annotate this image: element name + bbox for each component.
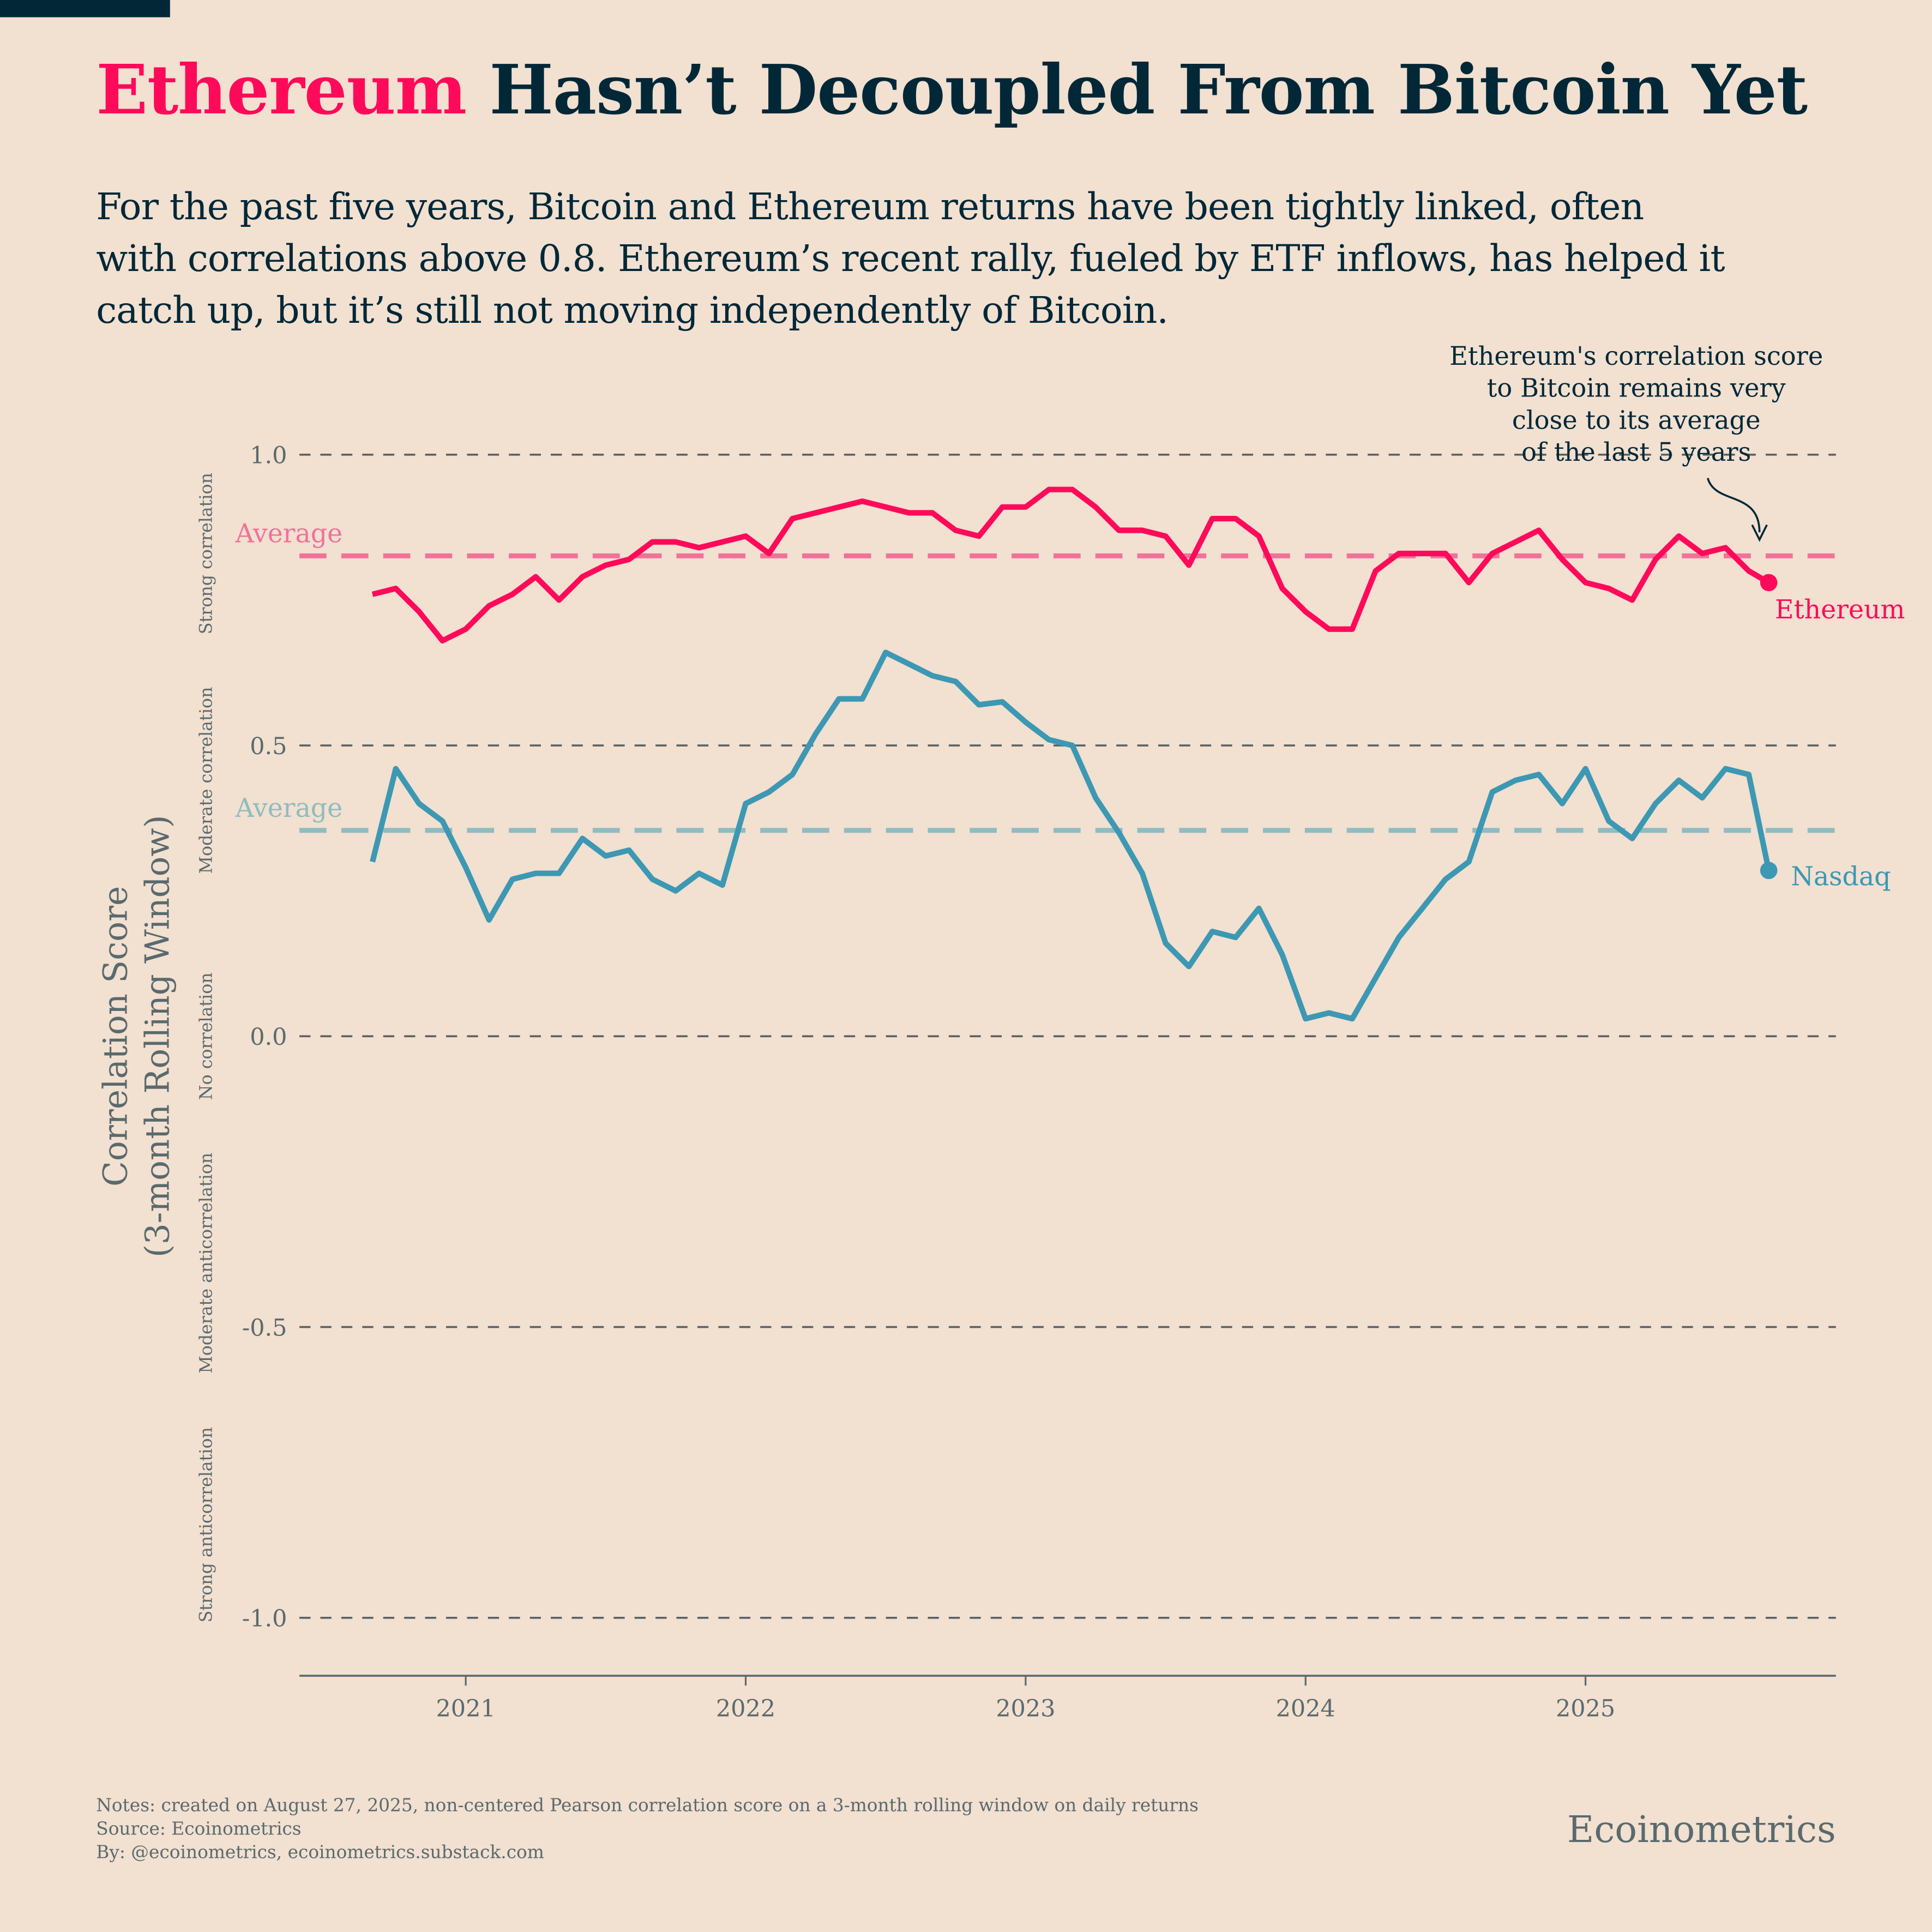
y-tick-label: -0.5 [242,1314,287,1341]
chart-subtitle: For the past five years, Bitcoin and Eth… [96,186,1725,333]
annotation-arrow [1707,478,1761,533]
y-axis-title-line1: Correlation Score [97,886,135,1187]
average-label-ethereum: Average [235,519,343,549]
brand-corner-bar [0,0,170,17]
x-tick-label: 2022 [716,1695,775,1723]
x-tick-label: 2025 [1556,1695,1615,1723]
zone-label: Moderate anticorrelation [197,1153,216,1374]
zone-label: No correlation [197,972,216,1100]
title-highlight: Ethereum [96,49,467,130]
zone-label: Strong anticorrelation [197,1427,216,1622]
annotation-text: Ethereum's correlation score [1449,341,1823,371]
series-label-nasdaq: Nasdaq [1791,862,1891,892]
annotation-arrowhead-icon [1751,524,1768,542]
notes-text: Notes: created on August 27, 2025, non-c… [96,1796,1199,1816]
x-tick-label: 2024 [1276,1695,1335,1723]
series-line-ethereum [371,486,1771,644]
end-marker-ethereum [1760,574,1778,592]
brand-logo-text: Ecoinometrics [1567,1809,1836,1852]
y-axis-title-line2: (3-month Rolling Window) [139,815,177,1257]
x-tick-label: 2023 [996,1695,1055,1723]
source-text: Source: Ecoinometrics [96,1820,302,1840]
series-label-ethereum: Ethereum [1775,595,1905,625]
zone-label: Strong correlation [197,473,216,634]
end-marker-nasdaq [1760,862,1778,880]
x-tick-label: 2021 [436,1695,496,1723]
chart-title: Ethereum Hasn’t Decoupled From Bitcoin Y… [96,49,1808,130]
title-rest: Hasn’t Decoupled From Bitcoin Yet [466,49,1808,130]
annotation-text: of the last 5 years [1521,437,1751,467]
zone-label: Moderate correlation [197,687,216,874]
byline-text: By: @ecoinometrics, ecoinometrics.substa… [96,1843,544,1863]
annotation-text: to Bitcoin remains very [1487,374,1786,403]
y-tick-label: -1.0 [242,1605,287,1633]
series-line-nasdaq [370,649,1772,1022]
annotation-text: close to its average [1512,405,1761,435]
y-tick-label: 0.5 [250,733,287,760]
average-label-nasdaq: Average [235,793,343,823]
y-tick-label: 1.0 [250,442,287,470]
y-tick-label: 0.0 [250,1024,287,1051]
footer-notes: Notes: created on August 27, 2025, non-c… [96,1795,1199,1865]
